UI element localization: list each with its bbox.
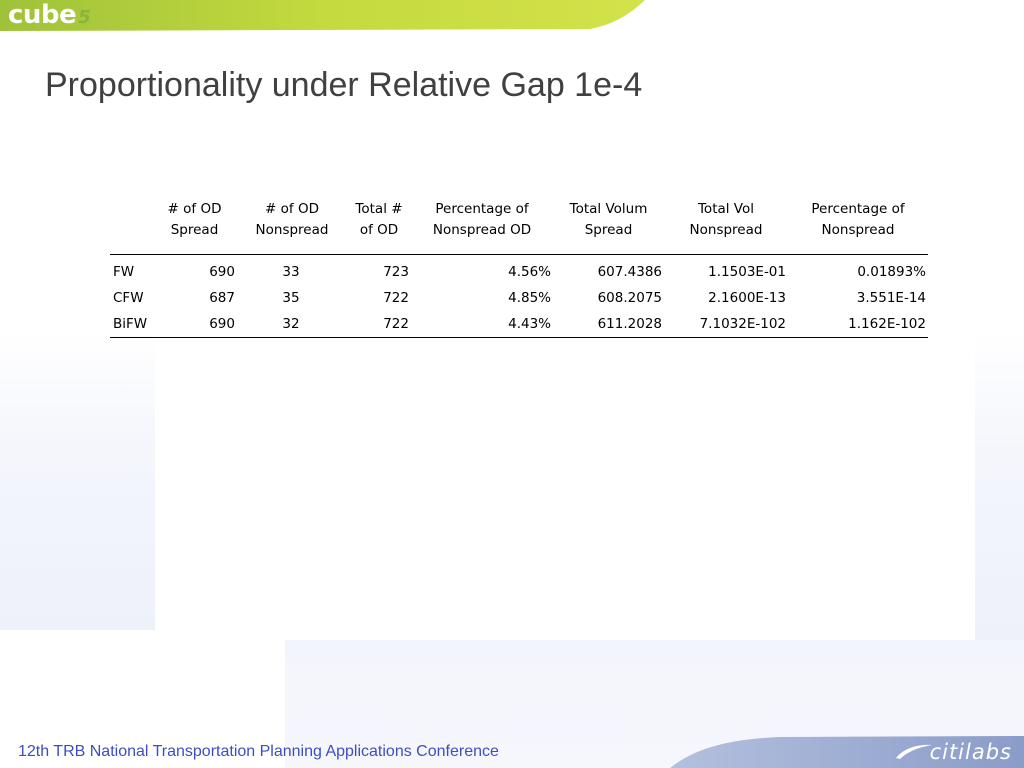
row-label: CFW: [113, 290, 144, 306]
cell-vol-nonspread: 1.1503E-01: [708, 264, 786, 280]
column-header-pct-nonspread-od: Percentage of Nonspread OD: [432, 201, 532, 238]
cell-od-nonspread: 33: [282, 264, 300, 280]
header-banner: cube 5: [0, 0, 645, 31]
swoosh-icon: [895, 744, 932, 759]
cell-od-spread: 687: [209, 290, 235, 306]
cell-vol-spread: 608.2075: [597, 290, 662, 306]
logo-number: 5: [78, 7, 91, 28]
column-header-pct-nonspread: Percentage of Nonspread: [811, 201, 905, 238]
brand-name: citilabs: [929, 740, 1012, 764]
cell-pct-nonspread-od: 4.85%: [508, 290, 551, 306]
cell-vol-nonspread: 7.1032E-102: [699, 316, 786, 332]
cell-vol-spread: 607.4386: [597, 264, 662, 280]
cell-pct-nonspread: 3.551E-14: [856, 290, 926, 306]
header-banner-shape: [0, 0, 645, 31]
footer-conference-text: 12th TRB National Transportation Plannin…: [18, 743, 499, 760]
proportionality-table: # of OD Spread # of OD Nonspread Total #…: [110, 195, 928, 338]
column-header-method: [110, 195, 152, 255]
cell-total-od: 722: [383, 290, 409, 306]
column-header-vol-spread: Total Volum Spread: [569, 201, 648, 238]
row-label: FW: [113, 264, 135, 280]
footer-banner-shape: [670, 736, 1024, 768]
cell-pct-nonspread-od: 4.43%: [508, 316, 551, 332]
table-header-row: # of OD Spread # of OD Nonspread Total #…: [110, 195, 928, 255]
cell-pct-nonspread-od: 4.56%: [508, 264, 551, 280]
citilabs-logo: citilabs: [894, 736, 1012, 768]
footer-banner: citilabs: [670, 736, 1024, 768]
cell-od-spread: 690: [209, 264, 235, 280]
slide-title: Proportionality under Relative Gap 1e-4: [45, 66, 643, 104]
table-row: FW 690 33 723 4.56% 607.4386 1.1503E-01 …: [110, 255, 928, 286]
cell-vol-nonspread: 2.1600E-13: [708, 290, 786, 306]
background-panel-left: [0, 330, 155, 630]
column-header-od-spread: # of OD Spread: [167, 201, 222, 238]
column-header-total-od: Total # of OD: [355, 201, 403, 238]
cube-logo: cube 5: [8, 0, 91, 31]
cell-od-spread: 690: [209, 316, 235, 332]
cell-pct-nonspread: 1.162E-102: [848, 316, 926, 332]
cell-od-nonspread: 35: [282, 290, 300, 306]
cell-vol-spread: 611.2028: [597, 316, 662, 332]
cell-total-od: 723: [383, 264, 409, 280]
background-panel-right: [975, 330, 1024, 640]
logo-text: cube: [8, 0, 77, 30]
cell-od-nonspread: 32: [282, 316, 300, 332]
cell-pct-nonspread: 0.01893%: [857, 264, 926, 280]
column-header-vol-nonspread: Total Vol Nonspread: [689, 201, 763, 238]
row-label: BiFW: [113, 316, 148, 332]
cell-total-od: 722: [383, 316, 409, 332]
table-row: BiFW 690 32 722 4.43% 611.2028 7.1032E-1…: [110, 311, 928, 338]
column-header-od-nonspread: # of OD Nonspread: [255, 201, 329, 238]
table-row: CFW 687 35 722 4.85% 608.2075 2.1600E-13…: [110, 285, 928, 311]
